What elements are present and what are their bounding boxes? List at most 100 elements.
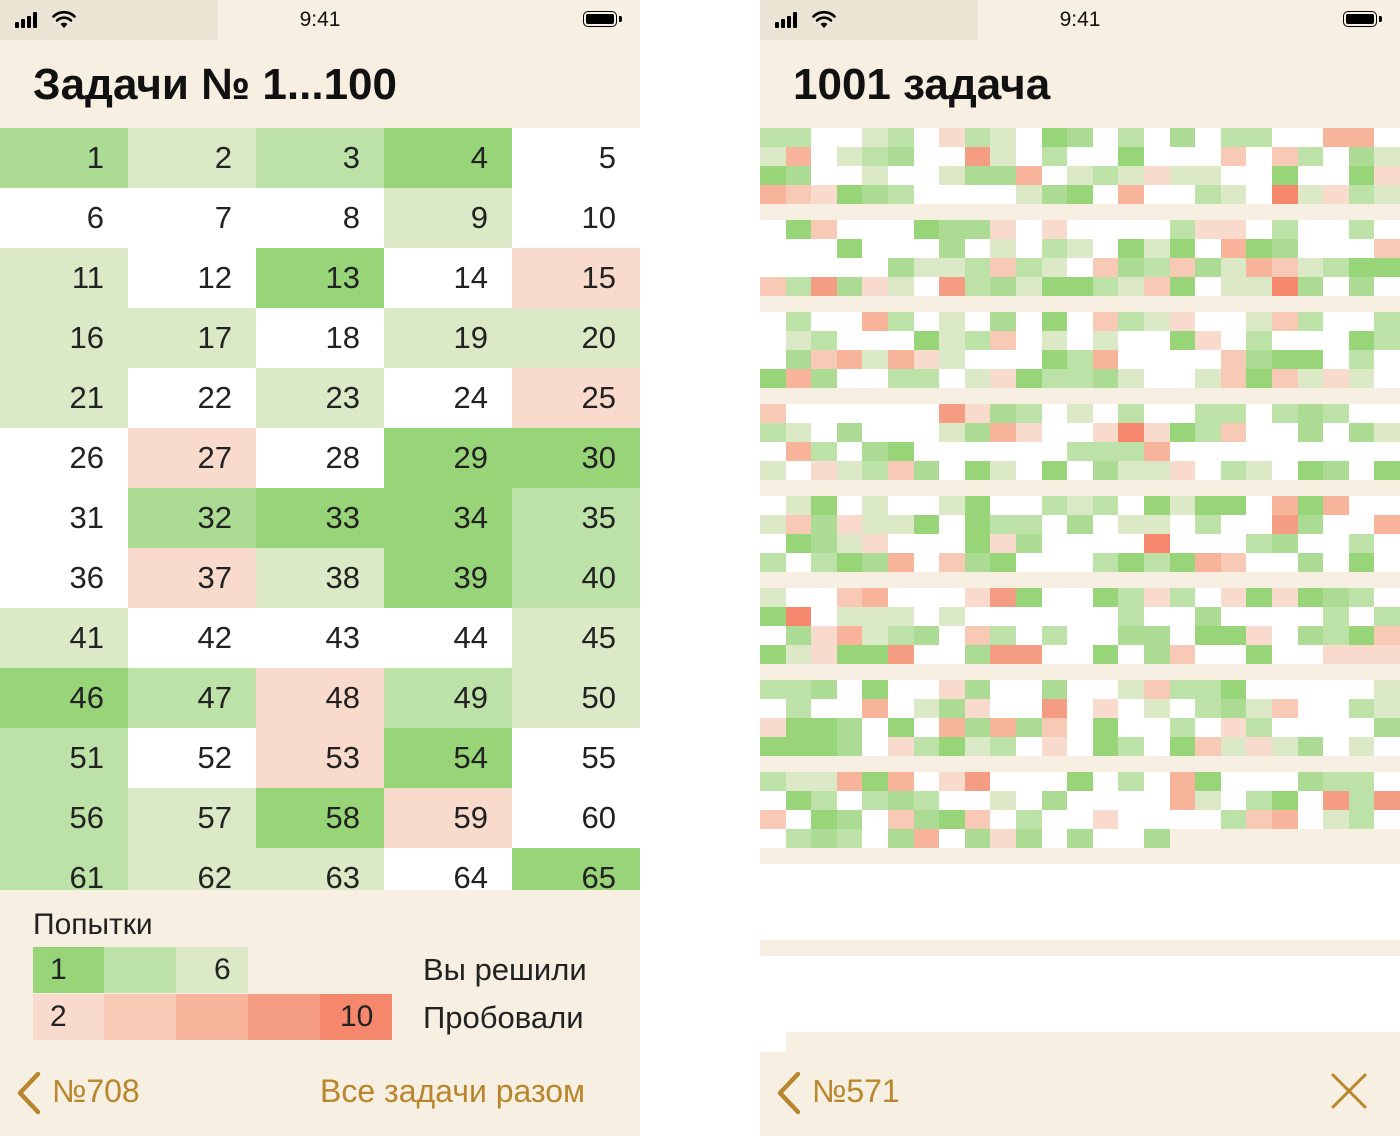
task-cell-32[interactable]: 32 xyxy=(128,488,256,548)
back-button[interactable]: №571 xyxy=(812,1073,900,1109)
task-pixel xyxy=(1118,718,1144,737)
task-cell-6[interactable]: 6 xyxy=(0,188,128,248)
task-cell-17[interactable]: 17 xyxy=(128,308,256,368)
task-cell-16[interactable]: 16 xyxy=(0,308,128,368)
page-title: 1001 задача xyxy=(793,60,1051,109)
task-cell-30[interactable]: 30 xyxy=(512,428,640,488)
task-cell-27[interactable]: 27 xyxy=(128,428,256,488)
task-cell-29[interactable]: 29 xyxy=(384,428,512,488)
task-cell-8[interactable]: 8 xyxy=(256,188,384,248)
task-cell-58[interactable]: 58 xyxy=(256,788,384,848)
task-pixel xyxy=(786,423,812,442)
task-pixel xyxy=(1144,423,1170,442)
task-pixel xyxy=(862,588,888,607)
task-cell-36[interactable]: 36 xyxy=(0,548,128,608)
task-cell-51[interactable]: 51 xyxy=(0,728,128,788)
task-cell-52[interactable]: 52 xyxy=(128,728,256,788)
task-cell-40[interactable]: 40 xyxy=(512,548,640,608)
task-pixel xyxy=(1272,312,1298,331)
task-cell-48[interactable]: 48 xyxy=(256,668,384,728)
task-pixel xyxy=(965,239,991,258)
task-pixel xyxy=(1093,645,1119,664)
task-cell-11[interactable]: 11 xyxy=(0,248,128,308)
task-cell-23[interactable]: 23 xyxy=(256,368,384,428)
back-button[interactable]: №708 xyxy=(52,1073,140,1109)
task-cell-5[interactable]: 5 xyxy=(512,128,640,188)
task-cell-39[interactable]: 39 xyxy=(384,548,512,608)
task-cell-55[interactable]: 55 xyxy=(512,728,640,788)
task-pixel xyxy=(1323,810,1349,829)
task-cell-33[interactable]: 33 xyxy=(256,488,384,548)
task-cell-47[interactable]: 47 xyxy=(128,668,256,728)
all-tasks-button[interactable]: Все задачи разом xyxy=(320,1073,586,1109)
task-cell-45[interactable]: 45 xyxy=(512,608,640,668)
task-cell-28[interactable]: 28 xyxy=(256,428,384,488)
task-pixel xyxy=(837,258,863,277)
task-cell-56[interactable]: 56 xyxy=(0,788,128,848)
task-cell-41[interactable]: 41 xyxy=(0,608,128,668)
task-cell-21[interactable]: 21 xyxy=(0,368,128,428)
task-pixel xyxy=(990,369,1016,388)
close-icon[interactable] xyxy=(1330,1072,1368,1110)
task-cell-26[interactable]: 26 xyxy=(0,428,128,488)
task-pixel xyxy=(888,128,914,147)
task-pixel xyxy=(1016,461,1042,480)
task-cell-46[interactable]: 46 xyxy=(0,668,128,728)
task-cell-15[interactable]: 15 xyxy=(512,248,640,308)
task-cell-43[interactable]: 43 xyxy=(256,608,384,668)
task-cell-59[interactable]: 59 xyxy=(384,788,512,848)
task-cell-44[interactable]: 44 xyxy=(384,608,512,668)
task-cell-53[interactable]: 53 xyxy=(256,728,384,788)
task-cell-24[interactable]: 24 xyxy=(384,368,512,428)
task-cell-38[interactable]: 38 xyxy=(256,548,384,608)
task-pixel xyxy=(1042,699,1068,718)
chevron-left-icon[interactable] xyxy=(774,1071,802,1115)
task-cell-20[interactable]: 20 xyxy=(512,308,640,368)
task-overview-map[interactable] xyxy=(760,128,1400,1052)
task-cell-12[interactable]: 12 xyxy=(128,248,256,308)
task-cell-37[interactable]: 37 xyxy=(128,548,256,608)
task-cell-65[interactable]: 65 xyxy=(512,848,640,890)
task-cell-14[interactable]: 14 xyxy=(384,248,512,308)
task-cell-2[interactable]: 2 xyxy=(128,128,256,188)
task-cell-31[interactable]: 31 xyxy=(0,488,128,548)
task-cell-63[interactable]: 63 xyxy=(256,848,384,890)
task-cell-9[interactable]: 9 xyxy=(384,188,512,248)
chevron-left-icon[interactable] xyxy=(14,1071,42,1115)
task-pixel xyxy=(914,810,940,829)
empty-block xyxy=(760,1032,786,1052)
task-cell-42[interactable]: 42 xyxy=(128,608,256,668)
task-cell-22[interactable]: 22 xyxy=(128,368,256,428)
task-cell-3[interactable]: 3 xyxy=(256,128,384,188)
task-cell-49[interactable]: 49 xyxy=(384,668,512,728)
task-cell-1[interactable]: 1 xyxy=(0,128,128,188)
task-cell-13[interactable]: 13 xyxy=(256,248,384,308)
task-cell-18[interactable]: 18 xyxy=(256,308,384,368)
task-pixel xyxy=(965,423,991,442)
task-cell-19[interactable]: 19 xyxy=(384,308,512,368)
task-pixel xyxy=(914,331,940,350)
task-cell-61[interactable]: 61 xyxy=(0,848,128,890)
task-cell-57[interactable]: 57 xyxy=(128,788,256,848)
task-cell-10[interactable]: 10 xyxy=(512,188,640,248)
task-pixel xyxy=(1272,626,1298,645)
task-cell-7[interactable]: 7 xyxy=(128,188,256,248)
task-cell-60[interactable]: 60 xyxy=(512,788,640,848)
task-pixel xyxy=(1042,258,1068,277)
task-cell-25[interactable]: 25 xyxy=(512,368,640,428)
task-pixel xyxy=(965,718,991,737)
task-cell-34[interactable]: 34 xyxy=(384,488,512,548)
task-pixel xyxy=(1272,258,1298,277)
task-cell-64[interactable]: 64 xyxy=(384,848,512,890)
task-cell-62[interactable]: 62 xyxy=(128,848,256,890)
task-cell-4[interactable]: 4 xyxy=(384,128,512,188)
task-cell-50[interactable]: 50 xyxy=(512,668,640,728)
task-pixel xyxy=(760,277,786,296)
task-pixel xyxy=(1016,166,1042,185)
task-pixel xyxy=(1093,829,1119,848)
task-pixel xyxy=(811,220,837,239)
task-pixel xyxy=(990,699,1016,718)
task-cell-35[interactable]: 35 xyxy=(512,488,640,548)
task-pixel xyxy=(1093,626,1119,645)
task-cell-54[interactable]: 54 xyxy=(384,728,512,788)
